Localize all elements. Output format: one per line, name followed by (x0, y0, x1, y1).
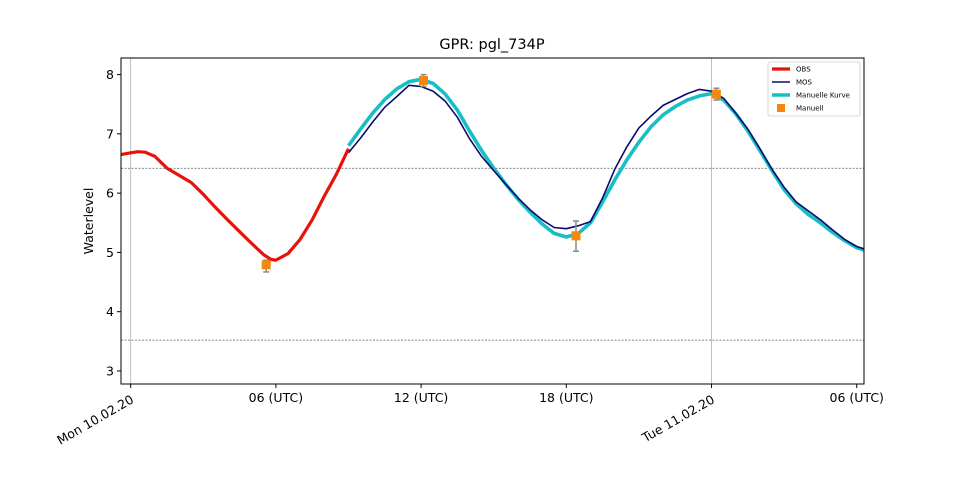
manual-marker (571, 231, 581, 241)
x-tick-label: 06 (UTC) (830, 390, 884, 405)
y-tick-label: 5 (106, 245, 114, 260)
chart-title: GPR: pgl_734P (439, 37, 544, 53)
manual-marker (711, 89, 721, 99)
legend-swatch-manuell (777, 104, 785, 112)
x-tick-label: 06 (UTC) (249, 390, 303, 405)
axes-frame (120, 57, 865, 385)
legend-label-manuelle-kurve: Manuelle Kurve (796, 92, 850, 100)
manual-marker (261, 260, 271, 270)
series-line-manuelle-kurve (347, 77, 864, 252)
x-tick-label: 18 (UTC) (539, 390, 593, 405)
legend-label-mos: MOS (796, 79, 813, 87)
y-tick-label: 6 (106, 186, 114, 201)
manual-marker (419, 76, 429, 86)
legend: OBS MOS Manuelle Kurve Manuell (767, 61, 861, 117)
y-tick-label: 4 (106, 304, 114, 319)
y-tick-label: 3 (106, 363, 114, 378)
y-tick-label: 8 (106, 67, 114, 82)
x-tick-label: 12 (UTC) (394, 390, 448, 405)
series-line-mos (347, 84, 864, 250)
series-line-obs (121, 148, 350, 262)
legend-box (767, 61, 861, 117)
legend-label-obs: OBS (796, 66, 811, 74)
legend-label-manuell: Manuell (796, 105, 823, 113)
y-tick-label: 7 (106, 126, 114, 141)
y-axis-label: Waterlevel (81, 188, 96, 255)
